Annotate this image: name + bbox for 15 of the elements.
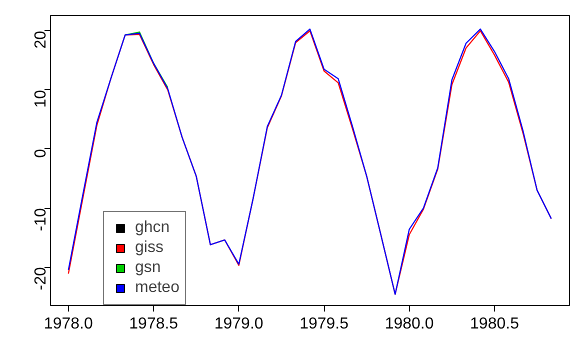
x-tick-label: 1978.0 (44, 316, 93, 332)
y-tick-label: 10 (32, 90, 50, 108)
y-tick-label: -10 (32, 208, 50, 232)
legend-label: ghcn (135, 219, 170, 237)
y-tick-label: -20 (32, 267, 50, 290)
x-tick-label: 1980.5 (470, 316, 520, 332)
legend-label: meteo (135, 279, 180, 297)
x-tick-label: 1978.5 (129, 316, 178, 332)
legend-label: giss (135, 239, 164, 257)
x-tick-label: 1979.0 (214, 316, 264, 332)
x-tick-label: 1979.5 (300, 316, 349, 332)
x-tick-label: 1980.0 (384, 316, 434, 332)
legend-label: gsn (135, 259, 161, 277)
y-tick-label: 0 (32, 148, 50, 158)
y-tick-label: 20 (32, 30, 50, 49)
